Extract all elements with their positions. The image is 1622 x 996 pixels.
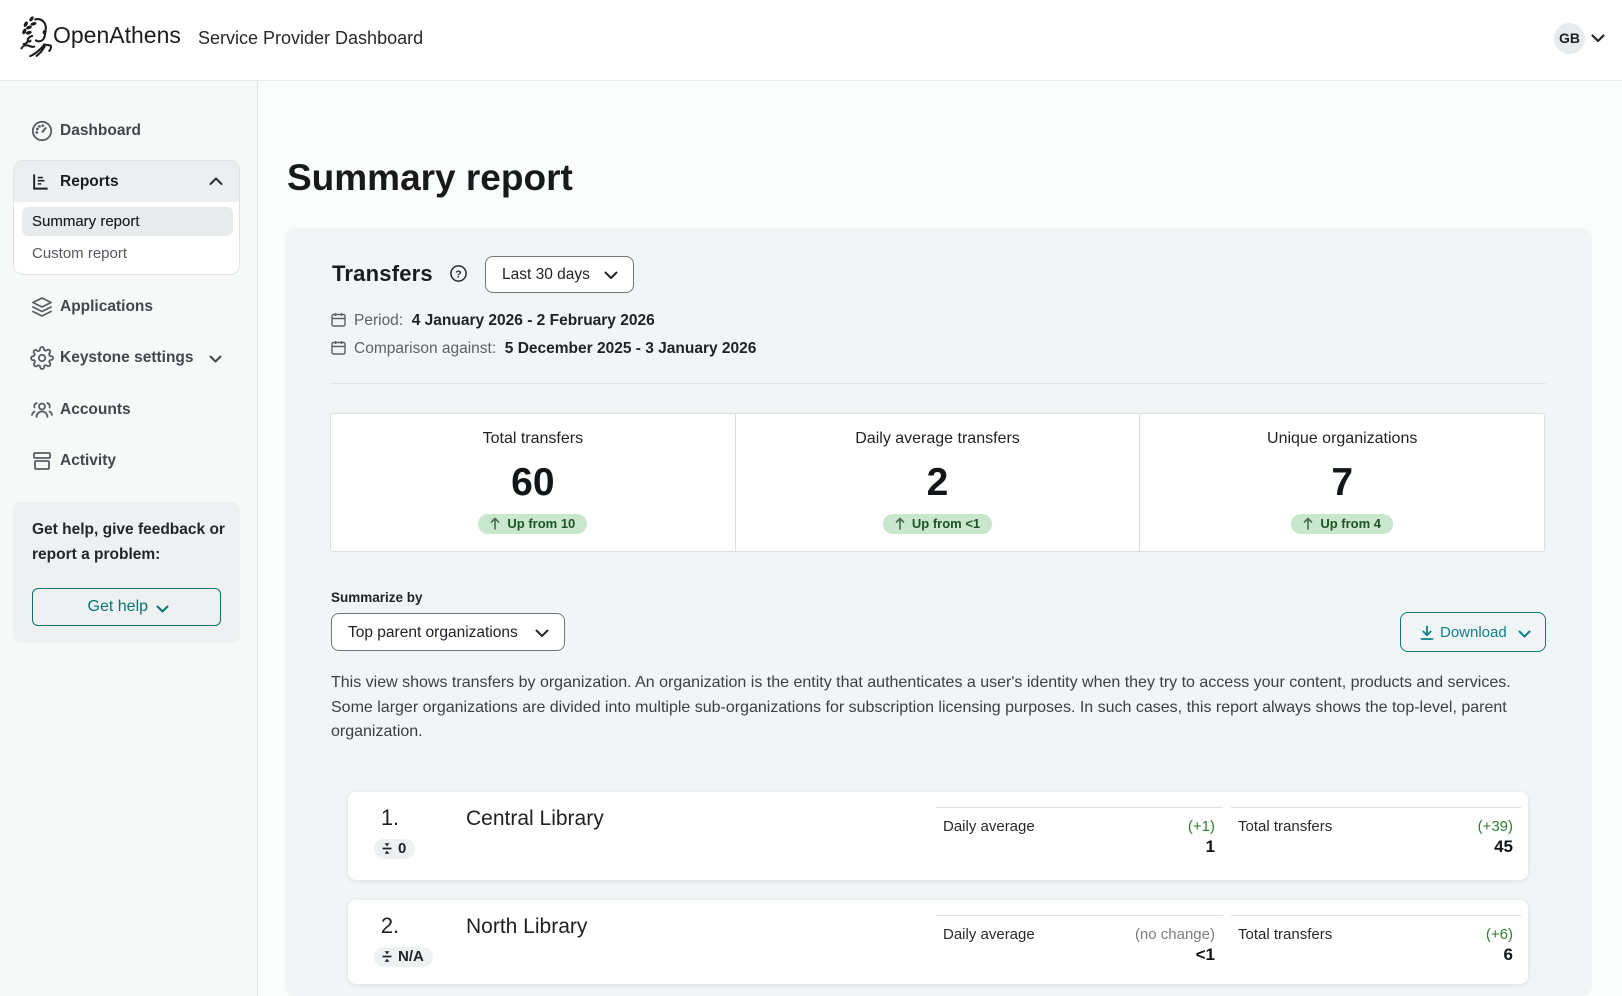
svg-text:?: ? (455, 268, 461, 280)
